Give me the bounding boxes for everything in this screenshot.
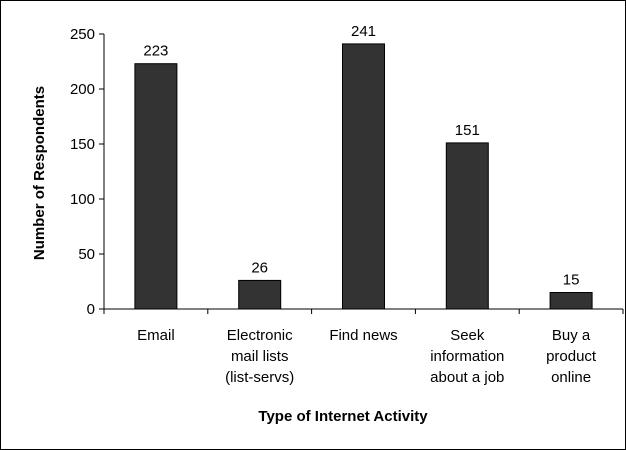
bar: [549, 292, 593, 310]
y-tick-label: 0: [87, 301, 95, 318]
bar: [445, 142, 489, 310]
y-tick-label: 100: [70, 191, 95, 208]
bar: [342, 43, 385, 310]
y-tick-label: 250: [70, 26, 95, 43]
y-axis-title: Number of Respondents: [31, 86, 48, 260]
plot-area: 0 50 100 150 200 250 223 Email 26 Electronic mail …: [70, 23, 624, 386]
category-label: Email: [137, 327, 175, 344]
y-tick-label: 150: [70, 136, 95, 153]
bar: [134, 63, 178, 310]
y-tick-label: 50: [78, 246, 95, 263]
data-label: 241: [351, 23, 376, 40]
x-axis-title: Type of Internet Activity: [258, 408, 428, 425]
data-label: 223: [143, 43, 168, 60]
category-label: Seek information about a job: [430, 327, 504, 386]
category-label: Electronic mail lists (list-servs): [225, 327, 294, 386]
data-label: 15: [563, 272, 580, 289]
y-tick-label: 200: [70, 81, 95, 98]
category-label: Buy a product online: [546, 327, 597, 386]
data-label: 26: [251, 259, 268, 276]
data-label: 151: [455, 122, 480, 139]
bar: [238, 279, 282, 310]
category-label: Find news: [329, 327, 397, 344]
